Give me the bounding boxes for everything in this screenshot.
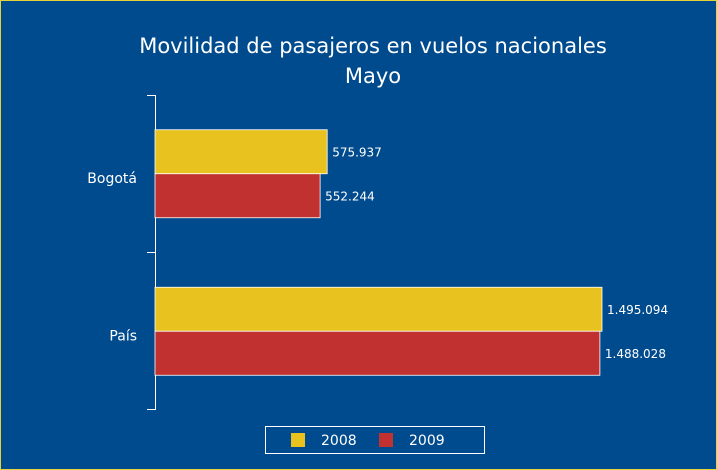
value-label: 1.495.094 bbox=[607, 303, 668, 317]
legend-label: 2008 bbox=[321, 433, 357, 449]
bar bbox=[154, 330, 601, 376]
chart-title: Movilidad de pasajeros en vuelos naciona… bbox=[139, 34, 607, 58]
bar bbox=[154, 173, 321, 219]
category-label: Bogotá bbox=[87, 171, 137, 187]
value-label: 1.488.028 bbox=[605, 347, 666, 361]
category-label: País bbox=[109, 328, 137, 344]
chart-subtitle: Mayo bbox=[345, 64, 401, 88]
bar bbox=[154, 286, 603, 332]
bar bbox=[154, 129, 328, 175]
legend-swatch bbox=[291, 433, 305, 447]
legend-label: 2009 bbox=[409, 433, 445, 449]
legend-box bbox=[265, 426, 485, 454]
value-label: 575.937 bbox=[332, 145, 382, 159]
legend-swatch bbox=[379, 433, 393, 447]
value-label: 552.244 bbox=[325, 189, 375, 203]
